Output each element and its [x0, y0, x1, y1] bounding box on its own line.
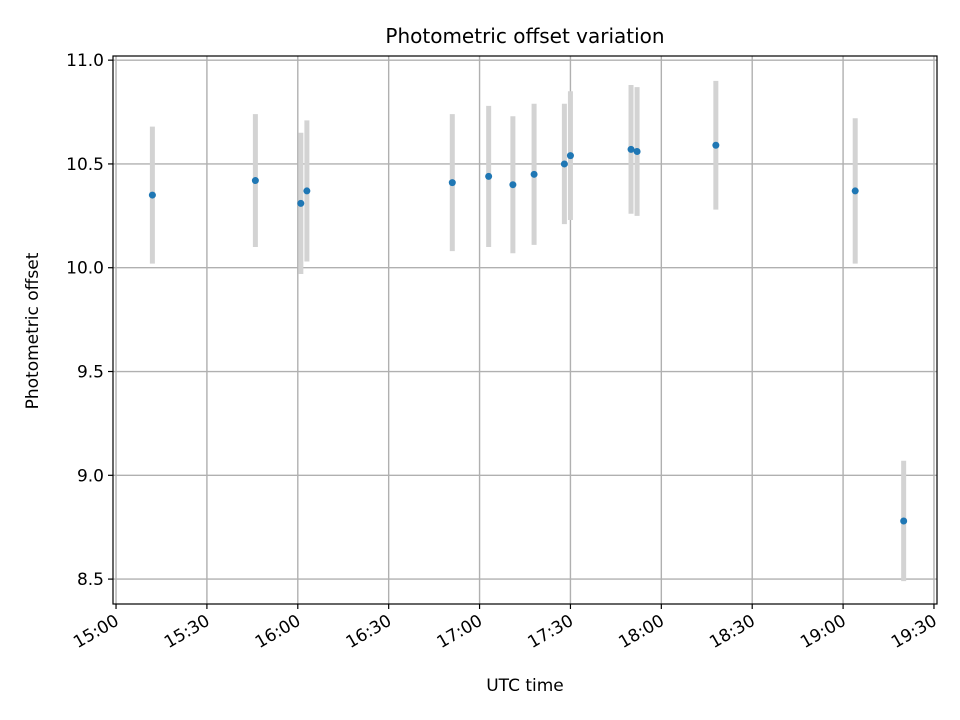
x-tick-label: 19:30	[888, 611, 940, 653]
data-point	[297, 199, 305, 207]
data-point	[509, 181, 517, 189]
data-points	[148, 141, 908, 525]
grid	[113, 56, 937, 604]
x-tick-label: 16:00	[252, 611, 304, 653]
y-tick-label: 11.0	[66, 51, 104, 71]
data-point	[900, 517, 908, 525]
data-point	[627, 145, 635, 153]
x-tick-label: 18:30	[706, 611, 758, 653]
data-point	[303, 187, 311, 195]
x-tick-label: 15:30	[161, 611, 213, 653]
plot-area-frame	[112, 55, 938, 605]
x-tick-label: 17:30	[525, 611, 577, 653]
y-tick-label: 10.5	[66, 155, 104, 175]
data-point	[485, 172, 493, 180]
y-tick-label: 8.5	[77, 570, 104, 590]
data-point	[530, 170, 538, 178]
x-axis-ticks: 15:00 15:30 16:00 16:30 17:00 17:30 18:00 18:30…	[70, 604, 940, 653]
x-tick-label: 19:00	[797, 611, 849, 653]
x-tick-label: 17:00	[434, 611, 486, 653]
data-point	[566, 152, 574, 160]
y-axis-label: Photometric offset	[23, 252, 43, 409]
data-point	[448, 179, 456, 187]
y-tick-label: 10.0	[66, 259, 104, 279]
x-axis-label: UTC time	[486, 676, 564, 696]
data-point	[251, 177, 259, 185]
data-point	[712, 141, 720, 149]
y-tick-label: 9.0	[77, 466, 104, 486]
data-point	[560, 160, 568, 168]
x-tick-label: 15:00	[70, 611, 122, 653]
data-point	[633, 147, 641, 155]
error-bars	[149, 80, 907, 582]
x-tick-label: 18:00	[615, 611, 667, 653]
data-point	[148, 191, 156, 199]
y-tick-label: 9.5	[77, 363, 104, 383]
data-point	[851, 187, 859, 195]
x-tick-label: 16:30	[343, 611, 395, 653]
y-axis-ticks: 8.5 9.0 9.5 10.0 10.5 11.0	[66, 51, 113, 590]
chart-title: Photometric offset variation	[385, 24, 664, 48]
